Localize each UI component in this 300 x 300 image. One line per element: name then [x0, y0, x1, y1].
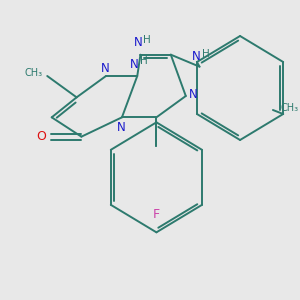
- Text: O: O: [37, 130, 46, 143]
- Text: H: H: [143, 35, 151, 45]
- Text: F: F: [153, 208, 160, 221]
- Text: H: H: [140, 56, 148, 66]
- Text: CH₃: CH₃: [24, 68, 43, 78]
- Text: H: H: [202, 49, 210, 59]
- Text: N: N: [192, 50, 201, 63]
- Text: CH₃: CH₃: [280, 103, 299, 113]
- Text: N: N: [134, 36, 143, 49]
- Text: N: N: [130, 58, 139, 70]
- Text: N: N: [189, 88, 198, 100]
- Text: N: N: [117, 121, 125, 134]
- Text: N: N: [100, 61, 109, 74]
